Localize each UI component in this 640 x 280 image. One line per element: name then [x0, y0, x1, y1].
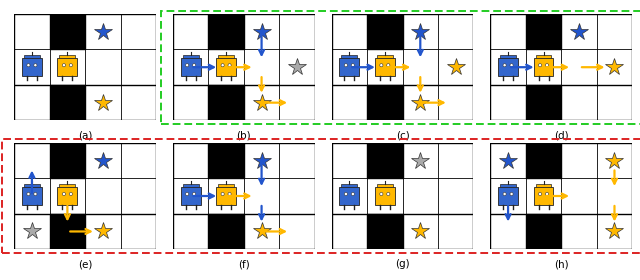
Circle shape	[510, 192, 513, 196]
Bar	[341, 55, 357, 58]
Bar	[534, 187, 554, 205]
Circle shape	[538, 64, 541, 67]
Bar	[209, 14, 244, 50]
Bar	[367, 85, 403, 120]
Bar	[526, 85, 561, 120]
Circle shape	[380, 192, 383, 196]
Circle shape	[538, 192, 541, 196]
Circle shape	[193, 192, 196, 196]
Circle shape	[503, 64, 506, 67]
Bar	[375, 58, 395, 76]
Bar	[50, 14, 85, 50]
Circle shape	[344, 192, 348, 196]
Bar	[526, 143, 561, 178]
Circle shape	[228, 192, 231, 196]
Bar	[24, 55, 40, 58]
Circle shape	[186, 64, 189, 67]
Bar	[375, 187, 395, 205]
Bar	[498, 58, 518, 76]
Bar	[22, 58, 42, 76]
Circle shape	[27, 192, 30, 196]
Bar	[60, 55, 76, 58]
Circle shape	[228, 64, 231, 67]
Circle shape	[351, 64, 355, 67]
Circle shape	[545, 192, 548, 196]
Bar	[182, 184, 198, 187]
Bar	[339, 187, 359, 205]
Text: (b): (b)	[237, 130, 251, 140]
Bar	[216, 58, 236, 76]
Circle shape	[62, 64, 65, 67]
Text: (f): (f)	[238, 259, 250, 269]
Bar	[534, 58, 554, 76]
Circle shape	[193, 64, 196, 67]
Bar	[216, 187, 236, 205]
Bar	[50, 85, 85, 120]
Bar	[526, 14, 561, 50]
Circle shape	[69, 64, 72, 67]
Bar	[498, 187, 518, 205]
Bar	[339, 58, 359, 76]
Bar	[24, 184, 40, 187]
Circle shape	[387, 64, 390, 67]
Circle shape	[503, 192, 506, 196]
Circle shape	[344, 64, 348, 67]
Circle shape	[34, 192, 37, 196]
Bar	[182, 55, 198, 58]
Circle shape	[27, 64, 30, 67]
Text: (h): (h)	[554, 259, 568, 269]
Bar	[209, 85, 244, 120]
Bar	[218, 55, 234, 58]
Bar	[377, 184, 393, 187]
Bar	[218, 184, 234, 187]
Text: (c): (c)	[396, 130, 410, 140]
Bar	[536, 55, 552, 58]
Circle shape	[380, 64, 383, 67]
Circle shape	[34, 64, 37, 67]
Bar	[341, 184, 357, 187]
Text: (g): (g)	[396, 259, 410, 269]
Bar	[367, 214, 403, 249]
Bar	[209, 214, 244, 249]
Bar	[536, 184, 552, 187]
Bar	[180, 187, 200, 205]
Bar	[58, 58, 77, 76]
Bar	[60, 184, 76, 187]
Circle shape	[62, 192, 65, 196]
Circle shape	[387, 192, 390, 196]
Bar	[22, 187, 42, 205]
Circle shape	[545, 64, 548, 67]
Bar	[50, 214, 85, 249]
Bar	[500, 184, 516, 187]
Circle shape	[186, 192, 189, 196]
Circle shape	[221, 192, 224, 196]
Circle shape	[221, 64, 224, 67]
Circle shape	[351, 192, 355, 196]
Circle shape	[69, 192, 72, 196]
Bar	[50, 143, 85, 178]
Bar	[367, 143, 403, 178]
Bar	[526, 214, 561, 249]
Bar	[500, 55, 516, 58]
Bar	[180, 58, 200, 76]
Bar	[58, 187, 77, 205]
Text: (d): (d)	[554, 130, 568, 140]
Bar	[209, 143, 244, 178]
Bar	[367, 14, 403, 50]
Bar	[377, 55, 393, 58]
Circle shape	[510, 64, 513, 67]
Text: (e): (e)	[78, 259, 92, 269]
Text: (a): (a)	[78, 130, 92, 140]
